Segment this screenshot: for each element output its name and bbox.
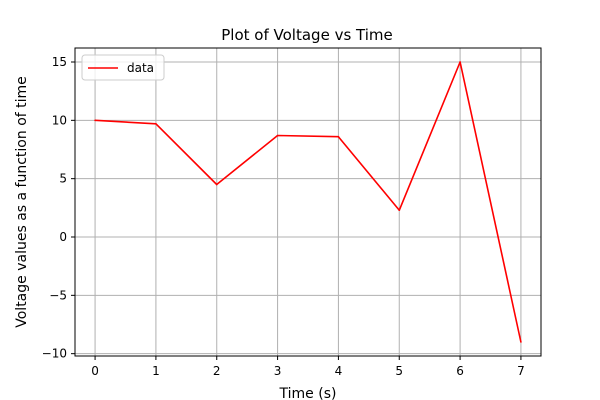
x-tick-label: 2 xyxy=(213,364,221,378)
series-line xyxy=(95,61,522,343)
data-point xyxy=(520,341,522,343)
y-tick-label: 0 xyxy=(59,230,67,244)
x-axis-title: Time (s) xyxy=(279,386,337,400)
x-tick-label: 7 xyxy=(517,364,525,378)
chart-title: Plot of Voltage vs Time xyxy=(221,26,392,44)
legend: data xyxy=(81,54,165,81)
data-point xyxy=(155,123,157,125)
data-point xyxy=(337,135,340,138)
y-axis-title: Voltage values as a function of time xyxy=(14,76,30,328)
series-layer xyxy=(94,61,522,343)
x-tick-label: 0 xyxy=(91,364,99,378)
x-tick-label: 5 xyxy=(395,364,403,378)
data-point xyxy=(276,134,279,137)
legend-label: data xyxy=(127,61,154,75)
grid-lines xyxy=(75,48,541,356)
axis-ticks: 0 1 2 3 4 5 6 7 −10 −5 0 5 10 15 xyxy=(42,55,525,378)
y-tick-label: 10 xyxy=(52,113,67,127)
x-tick-label: 4 xyxy=(335,364,343,378)
y-tick-label: −10 xyxy=(42,347,67,361)
y-tick-label: −5 xyxy=(49,288,67,302)
y-tick-label: 15 xyxy=(52,55,67,69)
legend-box xyxy=(81,54,165,81)
x-tick-label: 6 xyxy=(456,364,464,378)
data-point xyxy=(459,61,461,63)
y-tick-label: 5 xyxy=(59,172,67,186)
plot-frame xyxy=(74,47,542,357)
data-point xyxy=(215,183,218,186)
data-point xyxy=(94,119,96,122)
x-tick-label: 1 xyxy=(152,364,160,378)
data-point xyxy=(398,209,401,211)
x-tick-label: 3 xyxy=(274,364,282,378)
